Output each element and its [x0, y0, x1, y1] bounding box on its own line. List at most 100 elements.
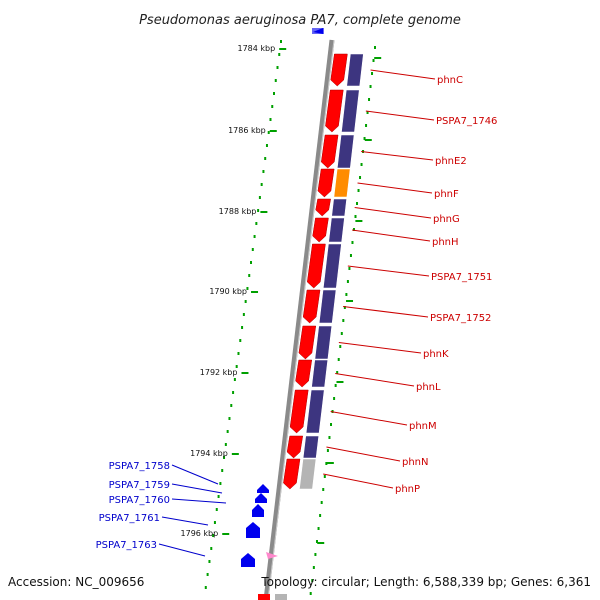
dot-tick-right — [334, 384, 337, 387]
dot-tick-left — [265, 144, 268, 147]
dot-tick-left — [204, 586, 207, 589]
dot-tick-left — [215, 508, 218, 511]
dot-tick-right — [323, 475, 326, 478]
outer-tick-ring — [204, 40, 376, 595]
cog-segment — [328, 217, 345, 243]
forward-gene-arrow — [302, 289, 321, 324]
bottom-cog-partial — [275, 594, 287, 600]
gene-label-leader — [330, 411, 408, 426]
dot-tick-right — [356, 202, 359, 205]
dot-tick-left — [223, 456, 226, 459]
kbp-tick — [260, 211, 268, 213]
dot-tick-left — [212, 534, 215, 537]
gene-label-phnl: phnL — [416, 382, 441, 393]
forward-gene-arrow — [298, 325, 317, 360]
dot-tick-left — [280, 40, 282, 43]
dot-tick-left — [217, 495, 220, 498]
dot-tick-right — [360, 163, 363, 166]
kbp-label: 1790 kbp — [209, 287, 247, 296]
kbp-tick-right — [346, 300, 354, 302]
dot-tick-left — [274, 79, 277, 82]
gene-label-pspa7_1751: PSPA7_1751 — [431, 272, 492, 283]
cog-segment — [318, 289, 337, 324]
kbp-tick-right — [317, 542, 325, 544]
gene-label-leader — [357, 182, 433, 194]
dot-tick-right — [363, 137, 366, 140]
dot-tick-right — [312, 566, 315, 569]
gene-label-pspa7_1763: PSPA7_1763 — [96, 540, 157, 551]
gene-label-phnf: phnF — [434, 189, 459, 200]
gene-label-phnc: phnC — [437, 75, 463, 86]
gene-label-pspa7_1746: PSPA7_1746 — [436, 116, 497, 127]
dot-tick-left — [262, 170, 265, 173]
cog-segment — [336, 134, 355, 169]
forward-gene-arrow — [289, 389, 309, 434]
gene-label-leader — [158, 543, 206, 557]
dot-tick-right — [365, 124, 368, 127]
kbp-label: 1796 kbp — [181, 529, 219, 538]
cog-track — [299, 53, 364, 490]
gene-label-phnn: phnN — [402, 457, 429, 468]
dot-tick-left — [208, 560, 211, 563]
gene-label-pspa7_1759: PSPA7_1759 — [109, 480, 170, 491]
dot-tick-right — [333, 397, 336, 400]
kbp-tick-right — [374, 57, 382, 59]
kbp-tick — [269, 130, 277, 132]
dot-tick-left — [271, 105, 274, 108]
dot-tick-left — [248, 274, 251, 277]
gene-label-leader — [161, 516, 209, 526]
genome-title: Pseudomonas aeruginosa PA7, complete gen… — [139, 13, 461, 28]
dot-tick-left — [241, 326, 244, 329]
gene-label-leader — [326, 446, 401, 462]
forward-gene-arrow — [317, 168, 335, 198]
dot-tick-right — [352, 228, 355, 231]
gene-label-phnm: phnM — [409, 421, 437, 432]
forward-gene-arrow — [330, 53, 348, 87]
gene-label-leader — [370, 69, 436, 80]
gene-label-leader — [323, 473, 394, 489]
dot-tick-left — [258, 196, 261, 199]
dot-tick-left — [253, 235, 256, 238]
gene-label-leader — [343, 306, 429, 318]
dot-tick-left — [264, 157, 267, 160]
gene-label-pspa7_1758: PSPA7_1758 — [109, 461, 170, 472]
dot-tick-right — [337, 358, 340, 361]
dot-tick-right — [328, 436, 331, 439]
accession-text: Accession: NC_009656 — [8, 575, 144, 589]
cog-segment — [333, 168, 351, 198]
kbp-tick-right — [326, 462, 334, 464]
forward-gene-arrow — [283, 458, 301, 490]
reverse-gene-arrow — [246, 522, 260, 538]
dot-tick-right — [315, 540, 318, 543]
kbp-tick-right — [364, 139, 372, 141]
dot-tick-left — [246, 287, 249, 290]
dot-tick-left — [278, 53, 281, 56]
dot-tick-right — [311, 579, 314, 582]
dot-tick-right — [319, 514, 322, 517]
dot-tick-right — [345, 293, 348, 296]
cog-segment — [331, 198, 348, 217]
kbp-label: 1788 kbp — [219, 207, 257, 216]
kbp-label: 1786 kbp — [228, 126, 266, 135]
gene-label-leader — [354, 207, 432, 219]
dot-tick-right — [317, 527, 320, 530]
dot-tick-left — [239, 339, 242, 342]
gene-label-leader — [171, 498, 227, 504]
dot-tick-right — [372, 59, 375, 62]
dot-tick-left — [232, 391, 235, 394]
reverse-gene-arrow — [252, 504, 264, 517]
gene-label-phng: phnG — [433, 214, 460, 225]
dot-tick-right — [309, 592, 312, 595]
dot-tick-left — [235, 365, 238, 368]
dot-tick-left — [251, 248, 254, 251]
dot-tick-right — [369, 85, 372, 88]
gene-label-pspa7_1760: PSPA7_1760 — [109, 495, 170, 506]
cog-segment — [322, 243, 342, 289]
dot-tick-right — [342, 319, 345, 322]
gene-label-leader — [347, 265, 430, 277]
dot-tick-right — [346, 280, 349, 283]
dot-tick-left — [228, 417, 231, 420]
forward-gene-arrow — [295, 359, 313, 388]
dot-tick-right — [354, 215, 357, 218]
